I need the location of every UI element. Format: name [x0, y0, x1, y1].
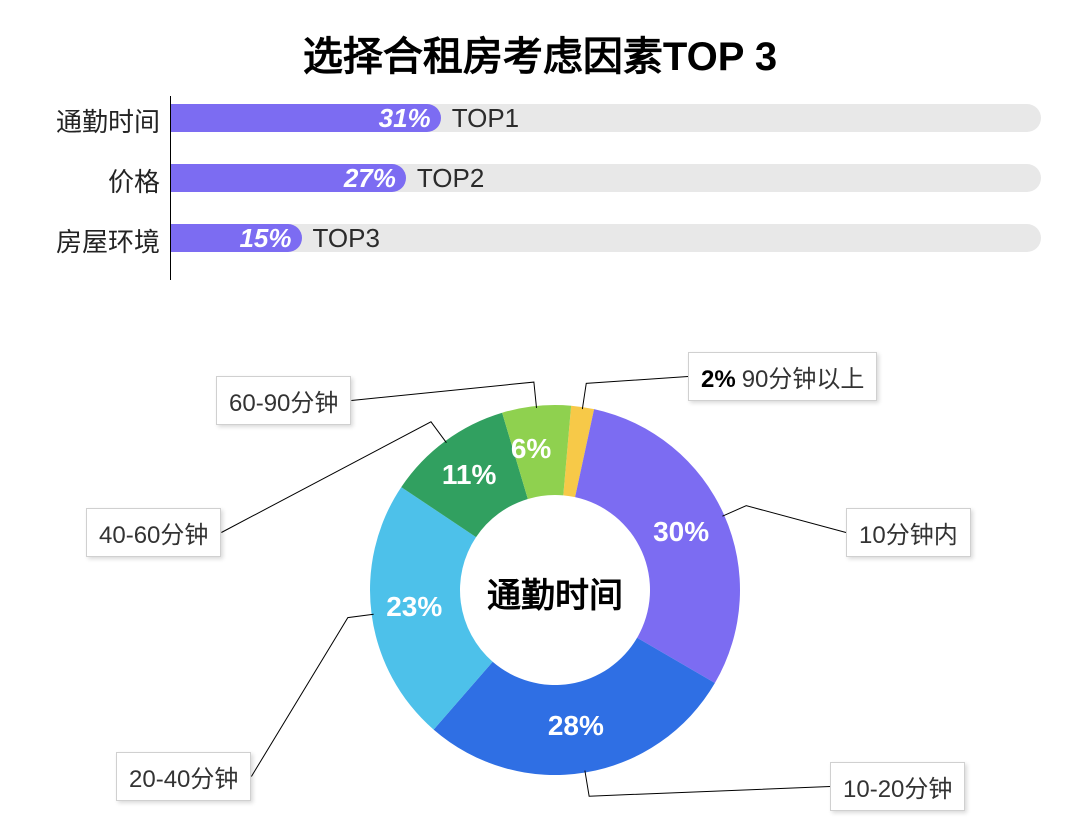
callout-s90p: 2%90分钟以上	[688, 352, 877, 401]
bar-percent: 15%	[171, 224, 292, 252]
bar-percent: 31%	[171, 104, 431, 132]
callout-s10_20: 10-20分钟	[830, 762, 965, 811]
infographic-root: 选择合租房考虑因素TOP 3 通勤时间 31% TOP1 价格 27% TOP2 房屋环境 1…	[0, 0, 1080, 835]
donut-slice-s60_90	[502, 405, 571, 499]
callout-s40_60: 40-60分钟	[86, 508, 221, 557]
slice-percent-s10_20: 28%	[548, 710, 604, 742]
slice-percent-s20_40: 23%	[386, 591, 442, 623]
callout-label: 40-60分钟	[99, 522, 208, 549]
bar-row: 通勤时间31%TOP1	[170, 96, 1050, 140]
slice-percent-s40_60: 11%	[442, 459, 497, 491]
leader-line	[722, 506, 846, 533]
callout-label: 20-40分钟	[129, 766, 238, 793]
bar-label: 通勤时间	[0, 102, 160, 139]
bar-row: 价格27%TOP2	[170, 156, 1050, 200]
bar-percent: 27%	[171, 164, 396, 192]
callout-label: 90分钟以上	[742, 366, 865, 393]
leader-line	[221, 422, 446, 533]
leader-line	[582, 377, 688, 410]
callout-s60_90: 60-90分钟	[216, 376, 351, 425]
top3-bar-chart: 通勤时间31%TOP1价格27%TOP2房屋环境15%TOP3	[170, 96, 1050, 276]
callout-percent: 2%	[701, 366, 736, 393]
bar-row: 房屋环境15%TOP3	[170, 216, 1050, 260]
bar-rank: TOP1	[452, 104, 519, 132]
donut-slice-s40_60	[401, 413, 528, 537]
chart-title: 选择合租房考虑因素TOP 3	[0, 24, 1080, 82]
slice-percent-s10: 30%	[653, 516, 709, 548]
donut-slice-s10_20	[434, 638, 715, 775]
bar-track	[171, 224, 1041, 252]
bar-label: 房屋环境	[0, 222, 160, 259]
donut-slice-s90p	[563, 406, 594, 497]
bar-rank: TOP3	[313, 224, 380, 252]
leader-line	[351, 382, 536, 408]
donut-center-label: 通勤时间	[465, 568, 645, 617]
leader-line	[585, 771, 830, 797]
callout-s20_40: 20-40分钟	[116, 752, 251, 801]
callout-label: 10分钟内	[859, 522, 958, 549]
donut-slice-s10	[575, 409, 740, 683]
slice-percent-s60_90: 6%	[511, 433, 551, 465]
callout-s10: 10分钟内	[846, 508, 971, 557]
callout-label: 10-20分钟	[843, 776, 952, 803]
callout-label: 60-90分钟	[229, 390, 338, 417]
bar-rank: TOP2	[417, 164, 484, 192]
bar-label: 价格	[0, 162, 160, 199]
leader-line	[251, 614, 373, 776]
